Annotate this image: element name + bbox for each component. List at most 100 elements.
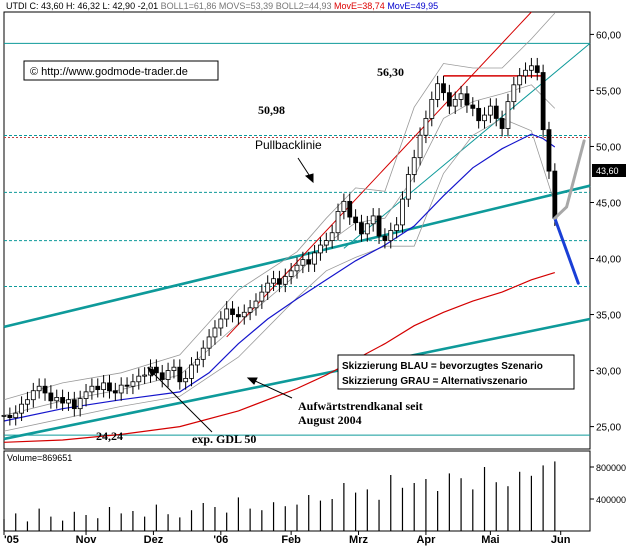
price-bar — [499, 110, 505, 137]
x-tick-label: Apr — [416, 534, 436, 546]
price-bar — [335, 203, 341, 241]
quote-part-4: MovE=38,74 — [334, 1, 387, 11]
price-panel-frame — [3, 11, 591, 450]
volume-bars — [3, 461, 556, 531]
price-bar — [60, 389, 65, 411]
volume-label: Volume=869651 — [7, 453, 72, 463]
price-bar — [382, 228, 388, 249]
y-axis-ticks: 60,00 55,00 50,00 45,00 40,00 35,00 30,00 25,00 — [590, 30, 621, 434]
y-tick-label: 30,00 — [596, 367, 621, 378]
y-tick-label: 45,00 — [596, 198, 621, 209]
price-bar — [13, 405, 19, 426]
scenario-alternative — [553, 139, 586, 220]
price-bar — [36, 378, 42, 399]
price-bar — [347, 193, 353, 225]
y-tick-label: 60,00 — [596, 30, 621, 41]
price-bar — [388, 222, 394, 249]
y-tick-label: 40,00 — [596, 255, 621, 266]
price-bar — [294, 257, 300, 279]
price-bar — [288, 262, 294, 285]
price-bar — [66, 391, 71, 411]
price-bar — [224, 301, 230, 327]
x-tick-label: Mai — [481, 534, 499, 546]
price-bar — [77, 390, 83, 417]
quote-part-2: MOVS=53,39 — [219, 1, 276, 11]
price-bar — [54, 389, 60, 409]
price-bar — [183, 370, 189, 390]
price-bar — [482, 107, 487, 129]
price-bar — [89, 378, 95, 400]
price-bar — [130, 373, 136, 395]
annotation-pullback: Pullbacklinie — [255, 138, 322, 152]
price-bar — [124, 377, 130, 395]
volume-tick-label: 400000 — [596, 495, 626, 505]
y-tick-label: 50,00 — [596, 142, 621, 153]
trendline-steep_channel — [343, 42, 591, 249]
price-bar — [312, 245, 317, 272]
price-bar — [171, 359, 177, 379]
price-bar — [417, 127, 423, 166]
price-bar — [323, 232, 329, 253]
price-bar — [300, 251, 306, 274]
price-bar — [218, 311, 224, 336]
price-bar — [464, 85, 470, 113]
x-tick-label: Dez — [144, 534, 164, 546]
scenario-legend-box — [337, 354, 575, 390]
copyright-text: © http://www.godmode-trader.de — [30, 66, 188, 78]
legend-blue-scenario: Skizzierung BLAU = bevorzugtes Szenario — [342, 361, 543, 372]
price-bar — [95, 378, 101, 398]
annotation-trend-channel-2: August 2004 — [298, 413, 362, 427]
price-bar — [25, 391, 30, 413]
price-bar — [206, 329, 212, 356]
x-tick-label: Nov — [76, 534, 98, 546]
price-bar — [306, 251, 312, 272]
series-ema-50 — [3, 133, 556, 422]
price-bar — [48, 385, 54, 409]
price-bar — [523, 62, 528, 84]
price-bar — [259, 284, 265, 309]
volume-tick-label: 800000 — [596, 463, 626, 473]
legend-grey-scenario: Skizzierung GRAU = Alternativszenario — [342, 376, 528, 387]
price-bar — [405, 166, 411, 207]
x-tick-label: Mrz — [349, 534, 368, 546]
annotation-arrows — [147, 157, 314, 433]
quote-header: UTDI C: 43,60 H: 46,32 L: 42,90 -2,01 BO… — [6, 1, 438, 11]
price-bar — [159, 364, 165, 388]
price-bar — [517, 68, 523, 93]
price-bar — [364, 215, 370, 242]
quote-part-5: MovE=49,95 — [387, 1, 438, 11]
quote-part-3: BOLL2=44,93 — [276, 1, 334, 11]
volume-axis-ticks: 800000 400000 — [590, 463, 626, 505]
x-tick-label: '05 — [4, 534, 19, 546]
dashed-levels — [4, 42, 590, 436]
annotation-trend-channel-1: Aufwärtstrendkanal seit — [298, 399, 423, 413]
price-bar — [423, 110, 429, 144]
price-bar — [212, 320, 218, 345]
price-bar — [271, 270, 276, 292]
price-bar — [83, 384, 89, 407]
series-bollinger-upper — [3, 12, 556, 401]
price-bar — [452, 91, 458, 114]
x-tick-label: Feb — [281, 534, 301, 546]
price-bar — [529, 57, 534, 79]
price-bar — [19, 396, 24, 421]
price-bar — [487, 98, 493, 123]
price-bar — [241, 304, 247, 325]
price-bar — [165, 362, 171, 388]
price-bar — [534, 57, 540, 81]
price-bar — [429, 91, 435, 127]
scenario-arrows — [553, 139, 586, 285]
price-bar — [112, 382, 118, 401]
price-bar — [253, 293, 259, 316]
annotation-level-2424: 24,24 — [96, 429, 123, 443]
price-bar — [7, 407, 13, 426]
price-bar — [282, 268, 288, 293]
price-bar — [446, 84, 452, 114]
price-bar — [71, 391, 77, 417]
x-tick-label: '06 — [213, 534, 228, 546]
price-bar — [511, 76, 517, 110]
price-bar — [400, 191, 405, 233]
price-bars — [1, 57, 558, 426]
price-bar — [441, 75, 446, 101]
